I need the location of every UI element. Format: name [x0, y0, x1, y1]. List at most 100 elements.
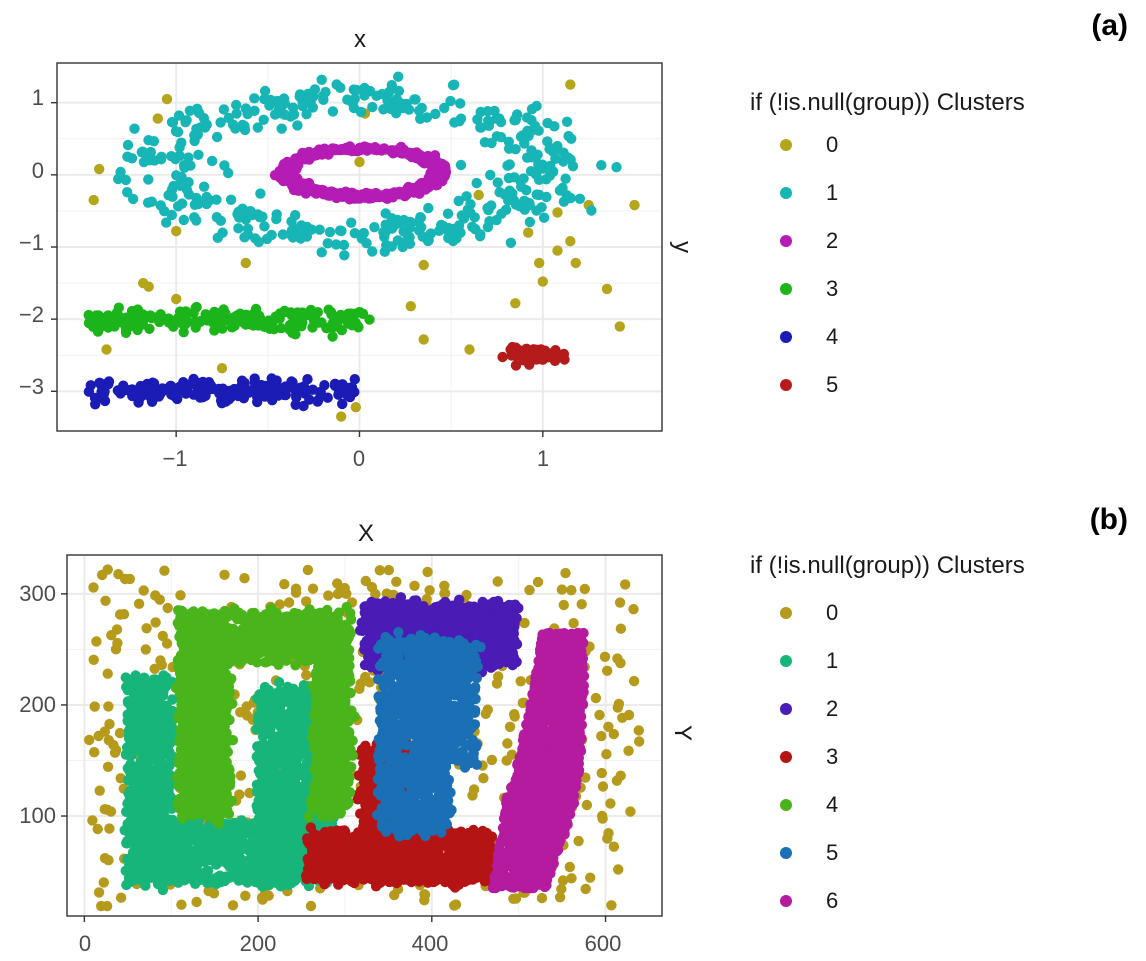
data-point — [192, 843, 203, 854]
panel-b: (b) X Y 0 200 400 600 300 200 100 if (!i… — [19, 503, 1128, 956]
data-point — [117, 383, 128, 394]
data-point — [586, 205, 597, 216]
data-point — [293, 159, 304, 170]
data-point — [120, 174, 131, 186]
data-point — [485, 169, 496, 181]
data-point — [235, 770, 247, 781]
data-point — [347, 320, 358, 331]
data-point — [279, 714, 291, 725]
data-point — [316, 74, 327, 86]
data-point — [166, 184, 178, 195]
data-point — [195, 824, 206, 835]
data-point — [614, 597, 626, 608]
data-point — [302, 564, 314, 576]
data-point — [314, 224, 325, 235]
data-point — [168, 824, 179, 835]
data-point — [129, 123, 140, 134]
data-point — [274, 816, 285, 827]
data-point — [193, 149, 204, 160]
data-point — [461, 191, 472, 202]
data-point — [521, 112, 533, 123]
data-point — [282, 872, 293, 884]
data-point — [552, 245, 563, 256]
data-point — [541, 191, 552, 203]
data-point — [150, 617, 161, 628]
data-point — [216, 363, 228, 374]
data-point — [614, 321, 625, 332]
data-point — [558, 599, 569, 611]
data-point — [525, 125, 537, 137]
data-point — [454, 116, 465, 127]
data-point — [556, 584, 568, 595]
data-point — [224, 861, 235, 872]
data-point — [148, 136, 160, 147]
data-point — [232, 314, 243, 325]
data-point — [258, 114, 269, 126]
data-point — [292, 120, 303, 131]
data-point — [611, 162, 622, 173]
data-point — [139, 720, 150, 731]
data-point — [430, 108, 441, 120]
data-point — [240, 257, 251, 269]
data-point — [392, 235, 404, 246]
data-point — [486, 754, 498, 766]
data-point — [174, 142, 185, 153]
data-point — [120, 672, 131, 683]
data-point — [283, 822, 295, 834]
data-point — [255, 188, 266, 199]
data-point — [301, 109, 312, 120]
data-point — [217, 227, 228, 238]
data-point — [531, 189, 542, 200]
data-point — [486, 200, 497, 211]
data-point — [629, 199, 640, 211]
data-point — [249, 93, 260, 104]
data-point — [401, 235, 412, 247]
data-point — [138, 771, 150, 782]
data-point — [152, 741, 163, 752]
data-point — [382, 95, 393, 106]
data-point — [198, 113, 210, 124]
data-point — [603, 828, 614, 839]
data-point — [442, 225, 453, 236]
data-point — [346, 217, 357, 228]
data-point — [94, 163, 105, 175]
data-point — [231, 99, 242, 111]
data-point — [163, 313, 174, 324]
data-point — [566, 585, 577, 596]
data-point — [307, 102, 318, 113]
data-point — [146, 196, 157, 207]
data-point — [495, 132, 507, 143]
data-point — [191, 301, 202, 313]
data-point — [419, 889, 430, 900]
data-point — [161, 672, 172, 683]
data-point — [148, 681, 159, 693]
data-point — [322, 188, 333, 199]
data-point — [557, 875, 569, 886]
data-point — [565, 192, 576, 204]
legend-label: 5 — [826, 372, 838, 397]
data-point — [250, 233, 261, 244]
data-point — [508, 893, 519, 904]
data-point — [147, 713, 159, 725]
data-point — [524, 216, 536, 228]
data-point — [183, 152, 194, 163]
data-point — [204, 314, 215, 326]
data-point — [94, 785, 105, 796]
data-point — [133, 794, 144, 805]
data-point — [499, 189, 510, 200]
data-point — [480, 708, 491, 719]
data-point — [156, 151, 167, 162]
data-point — [439, 102, 450, 114]
data-point — [379, 189, 391, 200]
data-point — [317, 146, 328, 157]
data-point — [191, 192, 202, 204]
data-point — [105, 806, 117, 817]
data-point — [148, 846, 160, 857]
data-point — [129, 768, 141, 779]
y-tick-label: −3 — [19, 374, 44, 399]
data-point — [455, 159, 467, 171]
data-point — [403, 218, 414, 230]
data-point — [132, 863, 143, 874]
data-point — [323, 590, 334, 601]
data-point — [140, 738, 151, 749]
